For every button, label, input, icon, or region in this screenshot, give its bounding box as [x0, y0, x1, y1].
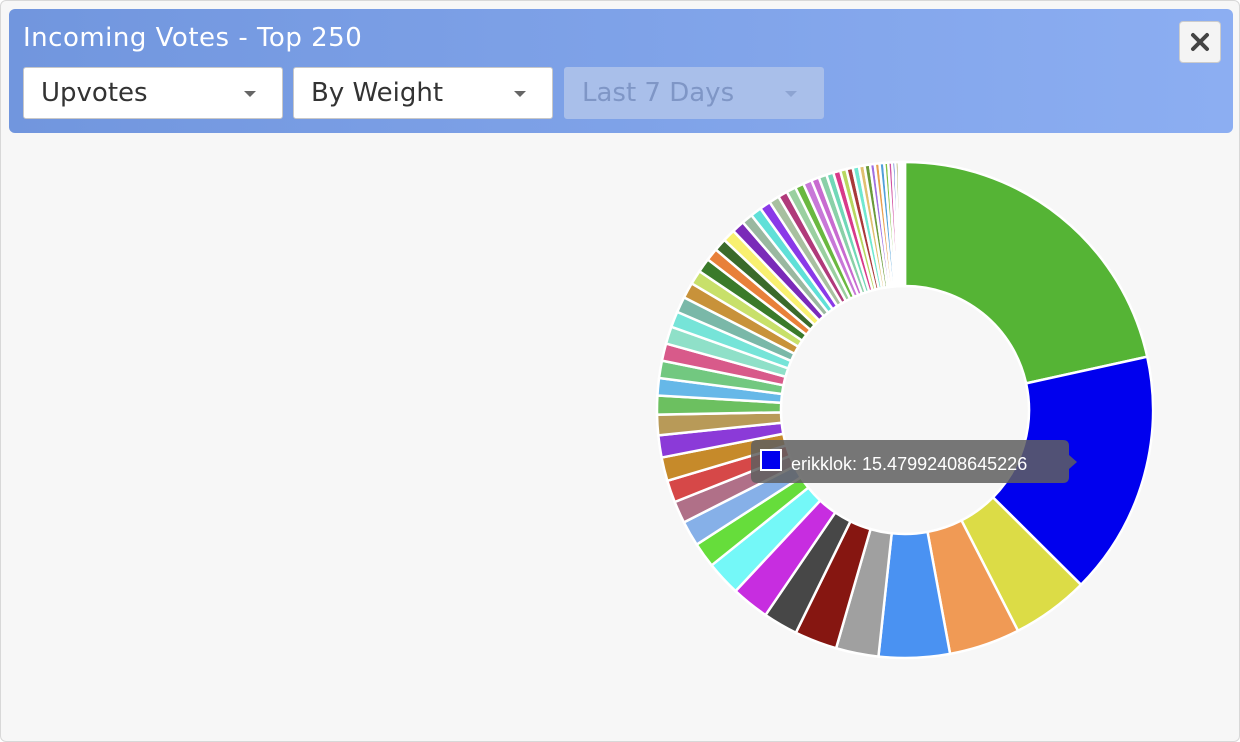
- dropdown[interactable]: Upvotes: [23, 67, 283, 119]
- tooltip-name: erikklok: [791, 454, 853, 474]
- close-icon: [1191, 33, 1209, 51]
- slice: [902, 160, 907, 288]
- title: Incoming Votes - Top 250: [23, 23, 363, 53]
- dropdown[interactable]: By Weight: [293, 67, 553, 119]
- dropdown: Last 7 Days: [564, 67, 824, 119]
- close-button[interactable]: [1179, 21, 1221, 63]
- tooltip-sep: :: [852, 454, 862, 474]
- slice: [991, 355, 1155, 587]
- tooltip-text: erikklok: 15.47992408645226: [791, 454, 1027, 474]
- slice: [903, 160, 1149, 385]
- tooltip-swatch: [760, 449, 782, 471]
- tooltip-value: 15.47992408645226: [862, 454, 1027, 474]
- tooltip-box: [751, 440, 1077, 483]
- tooltip: erikklok: 15.47992408645226: [751, 440, 1077, 483]
- header: Incoming Votes - Top 250 Upvotes By Weig…: [9, 9, 1233, 133]
